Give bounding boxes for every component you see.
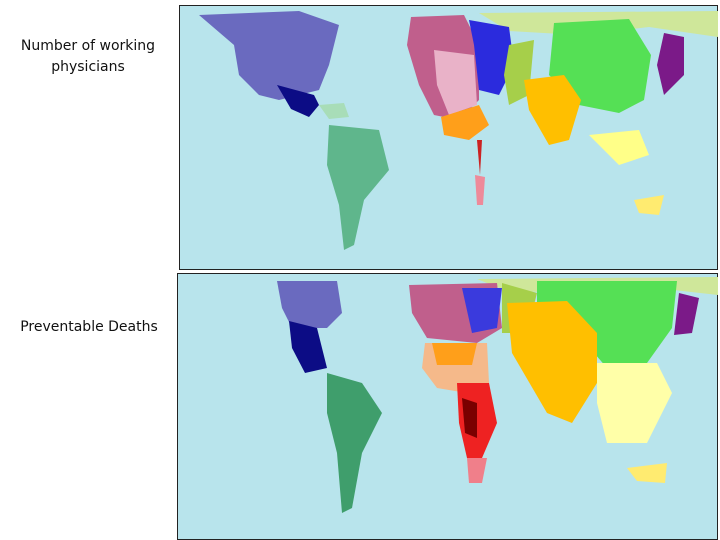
region <box>319 103 349 119</box>
region <box>475 175 485 205</box>
region <box>327 373 382 513</box>
region <box>507 301 597 423</box>
region <box>657 33 684 95</box>
region <box>549 19 651 113</box>
region <box>199 11 339 100</box>
region <box>462 398 477 438</box>
cartogram-physicians <box>179 5 718 270</box>
region <box>462 288 502 333</box>
region <box>434 50 477 115</box>
region <box>289 321 327 373</box>
region <box>537 281 677 368</box>
region <box>277 281 342 328</box>
region <box>477 140 482 175</box>
panel-label: Preventable Deaths <box>20 319 158 335</box>
region <box>597 363 672 443</box>
region <box>432 343 477 365</box>
region <box>589 130 649 165</box>
region <box>469 20 514 95</box>
region <box>441 105 489 140</box>
region <box>327 125 389 250</box>
cartogram-deaths <box>177 273 718 540</box>
region <box>277 85 319 117</box>
region <box>674 293 699 335</box>
region <box>634 195 664 215</box>
region <box>467 458 487 483</box>
region <box>524 75 581 145</box>
panel-label: Number of working physicians <box>20 38 156 75</box>
region <box>627 463 667 483</box>
